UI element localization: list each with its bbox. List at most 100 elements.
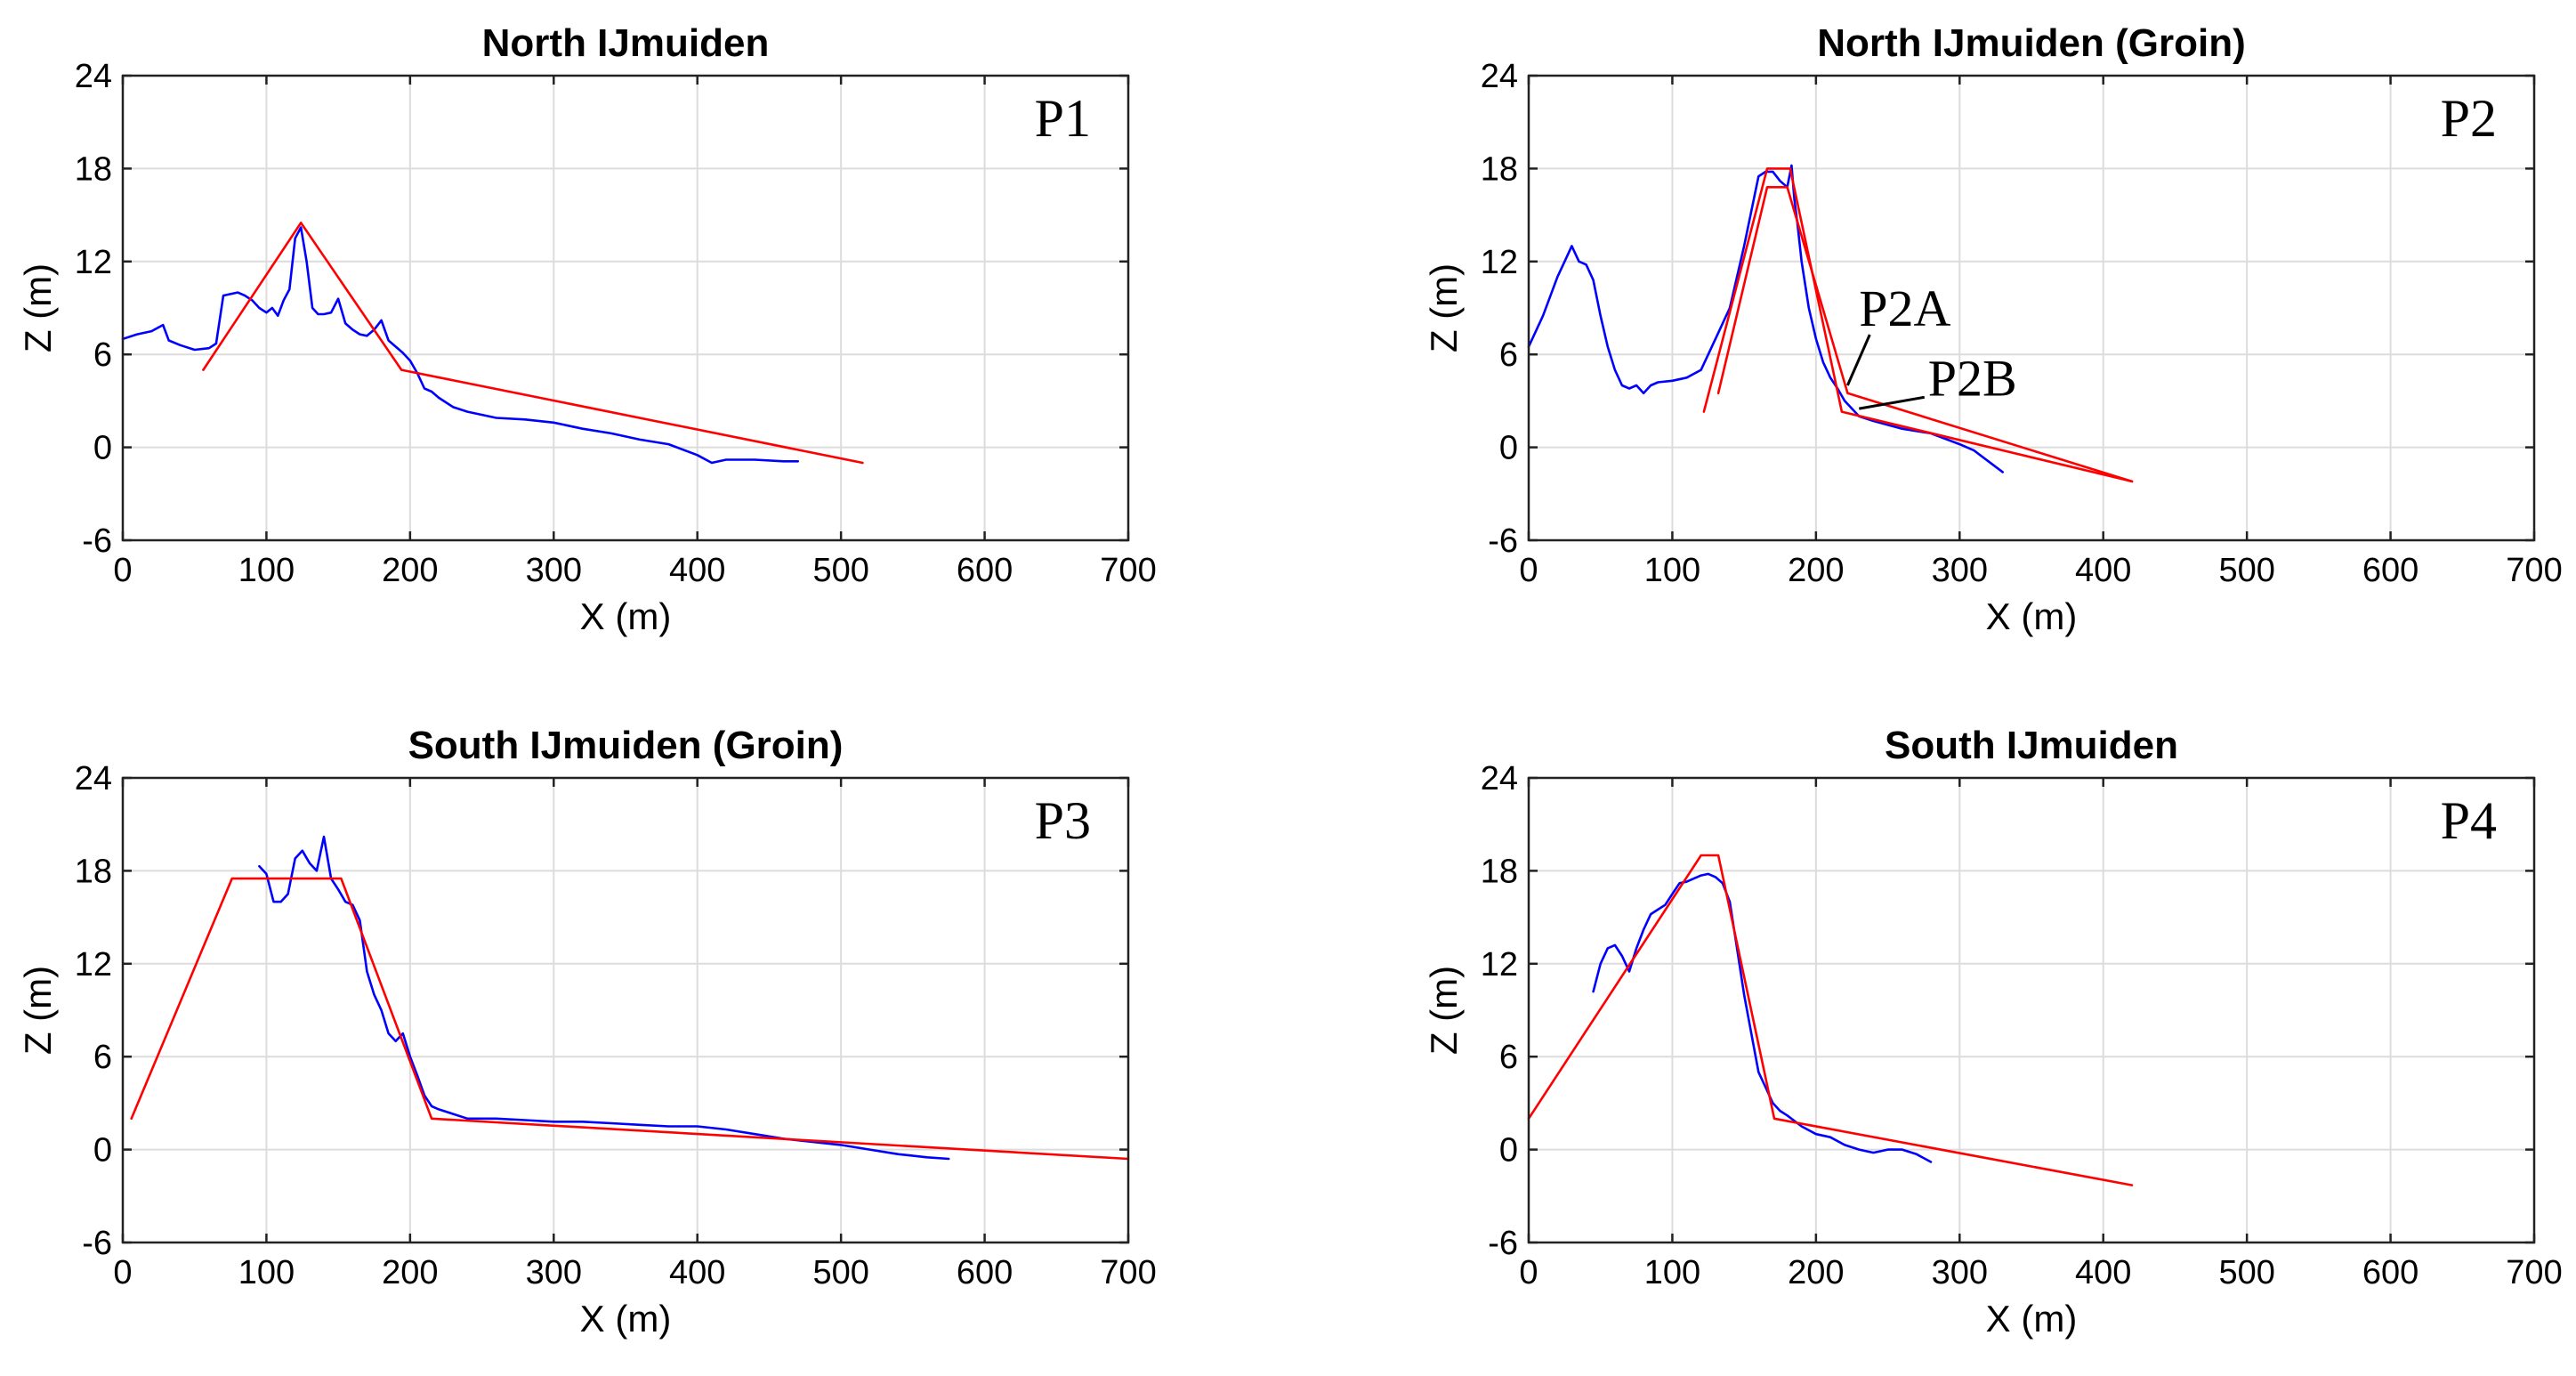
x-tick-label-p4-4: 400 [2075,1254,2131,1291]
chart-title-p1: North IJmuiden [482,21,770,65]
series-layer-p2 [1527,164,2134,483]
series-line-p3-0 [258,835,950,1161]
x-tick-label-p2-5: 500 [2218,552,2274,589]
y-tick-label-p4-2: 6 [1499,1039,1518,1076]
x-tick-label-p3-1: 100 [238,1254,295,1291]
x-tick-label-p2-2: 200 [1788,552,1844,589]
x-tick-label-p1-0: 0 [113,552,132,589]
y-tick-label-p1-3: 12 [75,244,112,281]
chart-title-p3: South IJmuiden (Groin) [408,724,844,767]
y-tick-label-p2-4: 18 [1481,150,1518,188]
series-line-p2-0 [1527,164,2004,474]
x-tick-label-p4-5: 500 [2218,1254,2274,1291]
x-tick-label-p1-1: 100 [238,552,295,589]
y-axis-label-p4: Z (m) [1423,966,1465,1055]
y-tick-label-p4-1: 0 [1499,1132,1518,1170]
grid-p2 [1529,76,2534,540]
chart-title-p2: North IJmuiden (Groin) [1817,21,2246,65]
x-tick-label-p3-3: 300 [526,1254,582,1291]
x-axis-label-p3: X (m) [580,1298,672,1340]
x-tick-label-p4-2: 200 [1788,1254,1844,1291]
y-tick-label-p2-1: 0 [1499,430,1518,467]
plot-area-p3 [121,776,1130,1244]
y-tick-label-p3-0: -6 [82,1225,112,1262]
x-tick-label-p3-4: 400 [669,1254,725,1291]
x-tick-label-p4-7: 700 [2506,1254,2562,1291]
x-tick-label-p2-4: 400 [2075,552,2131,589]
plot-area-p1 [121,74,1130,542]
panel-label-p3: P3 [1035,791,1091,850]
series-line-p2-2 [1716,186,2134,483]
y-tick-label-p1-5: 24 [75,58,112,95]
series-line-p2-1 [1702,167,2134,483]
x-tick-label-p1-4: 400 [669,552,725,589]
y-tick-label-p3-1: 0 [93,1132,112,1170]
y-tick-label-p2-3: 12 [1481,244,1518,281]
x-tick-label-p2-0: 0 [1519,552,1538,589]
x-tick-label-p3-7: 700 [1100,1254,1156,1291]
x-tick-label-p4-1: 100 [1644,1254,1700,1291]
y-tick-label-p3-2: 6 [93,1039,112,1076]
x-tick-label-p1-7: 700 [1100,552,1156,589]
x-tick-label-p1-5: 500 [812,552,868,589]
annotation-pointer-p2-0 [1845,334,1871,386]
grid-p4 [1529,778,2534,1242]
y-tick-label-p2-5: 24 [1481,58,1518,95]
series-line-p3-1 [130,877,1130,1161]
y-tick-label-p4-5: 24 [1481,760,1518,797]
series-line-p1-1 [202,222,864,465]
x-tick-label-p2-7: 700 [2506,552,2562,589]
y-tick-label-p2-0: -6 [1488,522,1518,560]
y-axis-label-p3: Z (m) [17,966,59,1055]
grid-p1 [123,76,1128,540]
x-tick-label-p1-3: 300 [526,552,582,589]
y-tick-label-p4-3: 12 [1481,946,1518,983]
chart-title-p4: South IJmuiden [1885,724,2178,767]
y-tick-label-p3-5: 24 [75,760,112,797]
plot-area-p2 [1527,74,2536,542]
x-tick-label-p3-5: 500 [812,1254,868,1291]
y-tick-label-p2-2: 6 [1499,336,1518,374]
x-axis-label-p2: X (m) [1986,595,2078,637]
y-tick-label-p3-4: 18 [75,853,112,890]
y-tick-label-p1-2: 6 [93,336,112,374]
series-layer-p1 [121,222,864,465]
x-tick-label-p2-3: 300 [1932,552,1988,589]
y-tick-label-p4-4: 18 [1481,853,1518,890]
x-tick-label-p1-6: 600 [957,552,1013,589]
plot-area-p4 [1527,776,2536,1244]
y-tick-label-p3-3: 12 [75,946,112,983]
grid-p3 [123,778,1128,1242]
series-line-p1-0 [121,226,800,465]
annotation-label-p2-0: P2A [1859,279,1950,337]
y-tick-label-p1-0: -6 [82,522,112,560]
x-tick-label-p3-6: 600 [957,1254,1013,1291]
series-line-p4-0 [1592,872,1933,1163]
annotation-pointer-p2-1 [1859,395,1926,410]
x-tick-label-p4-3: 300 [1932,1254,1988,1291]
series-layer-p3 [130,835,1130,1161]
y-tick-label-p1-4: 18 [75,150,112,188]
panel-label-p1: P1 [1035,89,1091,148]
x-tick-label-p4-6: 600 [2362,1254,2419,1291]
y-tick-label-p4-0: -6 [1488,1225,1518,1262]
x-tick-label-p3-2: 200 [382,1254,438,1291]
x-axis-label-p1: X (m) [580,595,672,637]
x-axis-label-p4: X (m) [1986,1298,2078,1340]
series-layer-p4 [1527,854,2134,1186]
series-line-p4-1 [1527,854,2134,1186]
annotation-label-p2-1: P2B [1928,349,2017,407]
panel-label-p4: P4 [2441,791,2497,850]
x-tick-label-p2-6: 600 [2362,552,2419,589]
y-axis-label-p1: Z (m) [17,263,59,352]
